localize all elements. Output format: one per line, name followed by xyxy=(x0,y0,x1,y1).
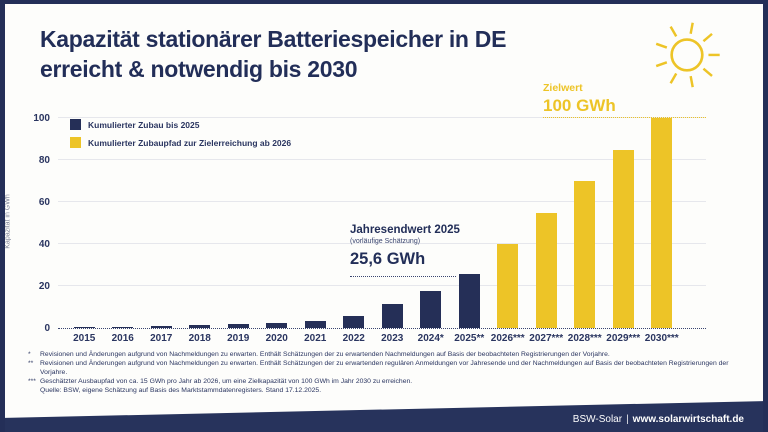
x-tick-label-2030: 2030*** xyxy=(644,333,679,344)
footnote-text: Geschätzter Ausbaupfad von ca. 15 GWh pr… xyxy=(40,378,413,385)
page-title: Kapazität stationärer Batteriespeicher i… xyxy=(40,25,506,85)
x-tick-label-2028: 2028*** xyxy=(567,333,602,344)
bar-2024 xyxy=(420,290,442,328)
x-tick-label-2023: 2023 xyxy=(381,333,404,344)
y-tick-label-0: 0 xyxy=(44,323,50,334)
bar-2028 xyxy=(574,181,596,328)
bar-2016 xyxy=(112,326,134,328)
legend-label: Kumulierter Zubau bis 2025 xyxy=(88,119,200,130)
legend-label: Kumulierter Zubaupfad zur Zielerreichung… xyxy=(88,137,292,148)
target-value: 100 GWh xyxy=(543,95,616,115)
page-title-line2: erreicht & notwendig bis 2030 xyxy=(40,55,358,82)
bar-2018 xyxy=(189,325,211,328)
legend-swatch xyxy=(70,119,81,130)
y-tick-label-100: 100 xyxy=(33,113,50,124)
footnote-text: Revisionen und Änderungen aufgrund von N… xyxy=(40,351,610,358)
bar-2023 xyxy=(381,304,403,328)
x-tick-label-2027: 2027*** xyxy=(529,333,564,344)
x-tick-label-2021: 2021 xyxy=(304,333,327,344)
x-tick-label-2017: 2017 xyxy=(150,333,173,344)
bar-2022 xyxy=(343,315,365,328)
x-axis-baseline xyxy=(58,328,706,329)
footer-band xyxy=(0,401,768,432)
x-tick-label-2020: 2020 xyxy=(265,333,288,344)
target-dotted-line xyxy=(543,117,706,118)
page-title-line1: Kapazität stationärer Batteriespeicher i… xyxy=(40,26,507,52)
gridline-20 xyxy=(58,285,706,286)
x-tick-label-2015: 2015 xyxy=(73,333,96,344)
gridline-40 xyxy=(58,243,706,244)
footnote-row: Quelle: BSW, eigene Schätzung auf Basis … xyxy=(28,386,740,395)
plot-area: 0 20 40 60 80 100 2015 2016 2017 2018 2019 2020 2021… xyxy=(33,113,706,344)
gridline-80 xyxy=(58,159,706,160)
x-tick-label-2026: 2026*** xyxy=(490,333,525,344)
bar-2030 xyxy=(651,118,673,328)
footer-text: BSW-Solar | www.solarwirtschaft.de xyxy=(573,414,744,425)
x-tick-label-2018: 2018 xyxy=(188,333,211,344)
footnotes: * Revisionen und Änderungen aufgrund von… xyxy=(28,350,740,395)
legend-item-target-path: Kumulierter Zubaupfad zur Zielerreichung… xyxy=(70,137,291,148)
bar-2025 xyxy=(458,274,480,328)
bar-2019 xyxy=(227,324,249,328)
footnote-marker: *** xyxy=(28,378,36,385)
bar-2020 xyxy=(266,322,288,328)
footer-site-url: www.solarwirtschaft.de xyxy=(632,414,744,425)
x-tick-label-2016: 2016 xyxy=(111,333,134,344)
annotation-value: 25,6 GWh xyxy=(350,250,426,268)
x-tick-label-2029: 2029*** xyxy=(606,333,641,344)
y-tick-label-60: 60 xyxy=(38,197,50,208)
legend-item-built: Kumulierter Zubau bis 2025 xyxy=(70,119,291,130)
bar-2029 xyxy=(612,149,634,328)
footer-brand: BSW-Solar xyxy=(572,414,623,425)
y-axis-title: Kapazität in GWh xyxy=(4,194,12,249)
y-tick-label-20: 20 xyxy=(38,281,50,292)
footer-separator: | xyxy=(626,414,629,425)
footnote-row: *** Geschätzter Ausbaupfad von ca. 15 GW… xyxy=(28,377,740,386)
footnote-row: ** Revisionen und Änderungen aufgrund vo… xyxy=(28,359,740,377)
footnote-marker: ** xyxy=(28,360,34,367)
target-value-callout: Zielwert 100 GWh xyxy=(543,82,616,115)
annotation-subtitle: (vorläufige Schätzung) xyxy=(350,238,421,245)
target-label: Zielwert xyxy=(543,82,583,94)
sun-icon xyxy=(655,22,720,88)
gridline-100 xyxy=(58,117,706,118)
bar-2026 xyxy=(497,244,519,328)
footnote-marker: * xyxy=(28,351,31,358)
annotation-title: Jahresendwert 2025 xyxy=(350,224,460,236)
x-tick-label-2019: 2019 xyxy=(227,333,250,344)
footnote-marker xyxy=(28,386,40,395)
x-tick-label-2024: 2024* xyxy=(417,333,444,344)
x-tick-label-2025: 2025** xyxy=(454,333,485,344)
annotation-leader-line xyxy=(350,276,456,277)
chart-legend: Kumulierter Zubau bis 2025 Kumulierter Z… xyxy=(70,119,291,155)
bar-2027 xyxy=(535,212,557,328)
bar-2021 xyxy=(304,320,326,328)
bar-2015 xyxy=(73,326,95,328)
y-tick-label-80: 80 xyxy=(38,155,50,166)
footnote-row: * Revisionen und Änderungen aufgrund von… xyxy=(28,350,740,359)
footnote-text: Quelle: BSW, eigene Schätzung auf Basis … xyxy=(40,387,322,394)
annotation-2025: Jahresendwert 2025 (vorläufige Schätzung… xyxy=(350,224,460,269)
x-tick-label-2022: 2022 xyxy=(342,333,365,344)
y-tick-label-40: 40 xyxy=(38,239,50,250)
legend-swatch xyxy=(70,137,81,148)
bar-2017 xyxy=(150,326,172,328)
footnote-text: Revisionen und Änderungen aufgrund von N… xyxy=(40,360,729,376)
gridline-60 xyxy=(58,201,706,202)
